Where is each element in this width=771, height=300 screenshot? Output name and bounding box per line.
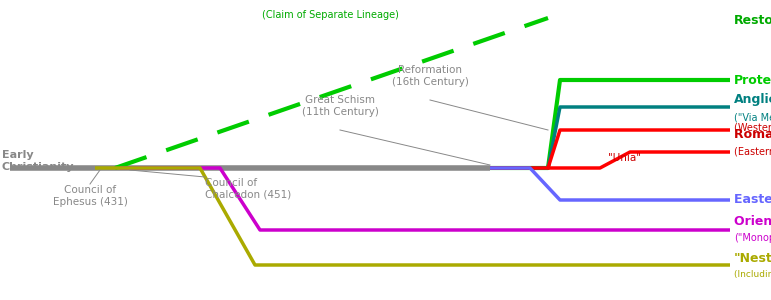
Text: Reformation
(16th Century): Reformation (16th Century) — [392, 65, 469, 87]
Text: Council of
Chalcedon (451): Council of Chalcedon (451) — [205, 178, 291, 200]
Text: "Unia": "Unia" — [608, 153, 641, 163]
Text: ("Via Media"): ("Via Media") — [734, 113, 771, 123]
Text: (Eastern Rites): (Eastern Rites) — [734, 146, 771, 156]
Text: "Nestorians": "Nestorians" — [734, 251, 771, 265]
Text: Great Schism
(11th Century): Great Schism (11th Century) — [301, 95, 379, 117]
Text: ("Monophysites"): ("Monophysites") — [734, 233, 771, 243]
Text: Restorationism: Restorationism — [734, 14, 771, 26]
Text: Early
Christianity: Early Christianity — [2, 150, 75, 172]
Text: (Including Assyrian Church of the East): (Including Assyrian Church of the East) — [734, 270, 771, 279]
Text: Oriental Orthodoxy: Oriental Orthodoxy — [734, 215, 771, 229]
Text: Anglicanism: Anglicanism — [734, 94, 771, 106]
Text: Council of
Ephesus (431): Council of Ephesus (431) — [52, 185, 127, 207]
Text: Eastern Orthodoxy: Eastern Orthodoxy — [734, 194, 771, 206]
Text: (Claim of Separate Lineage): (Claim of Separate Lineage) — [261, 10, 399, 20]
Text: (Western Rites): (Western Rites) — [734, 122, 771, 132]
Text: Protestantism: Protestantism — [734, 74, 771, 86]
Text: Roman Catholicism: Roman Catholicism — [734, 128, 771, 140]
